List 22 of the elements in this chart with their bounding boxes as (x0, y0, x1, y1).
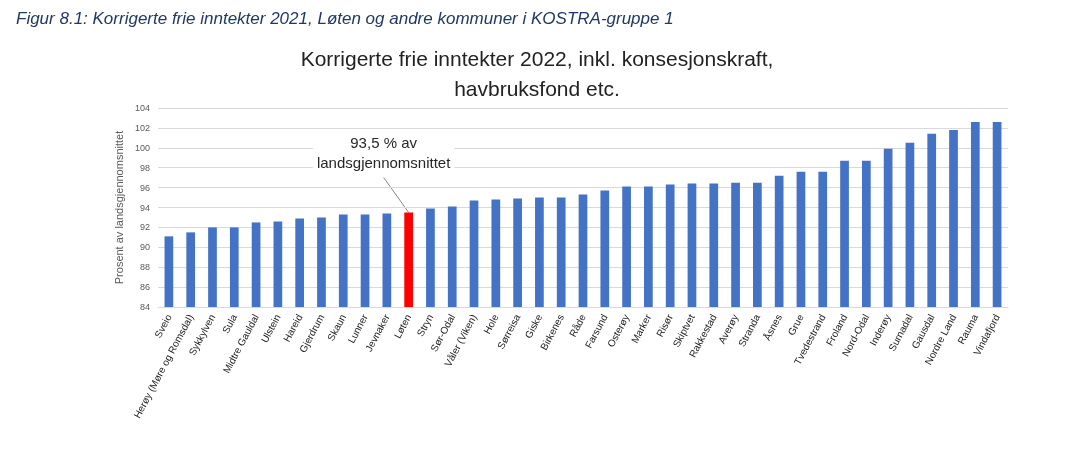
y-tick-label: 96 (139, 182, 150, 193)
y-tick-label: 104 (134, 103, 150, 113)
chart-title: Korrigerte frie inntekter 2022, inkl. konsesjonskraft, havbruksfond etc. (300, 46, 774, 100)
y-tick-label: 84 (139, 302, 150, 312)
y-tick-label: 86 (139, 282, 150, 293)
x-tick-label: Stryn (414, 312, 436, 339)
x-tick-label: Sula (220, 312, 240, 336)
x-tick-label: Risør (654, 311, 676, 339)
y-axis-title: Prosent av landsgjennomsnittet (112, 130, 125, 285)
y-tick-label: 98 (139, 162, 150, 173)
y-tick-label: 94 (139, 202, 150, 213)
x-tick-label: Løten (391, 312, 414, 341)
x-tick-label: Giske (522, 312, 545, 341)
annotation: 93,5 % av landsgjennomsnittet (316, 133, 452, 171)
y-tick-label: 90 (139, 242, 150, 253)
y-tick-label: 102 (134, 122, 150, 133)
x-tick-label: Råde (566, 312, 589, 339)
text: Figur 8.1: Korrigerte frie inntekter 2021, Løten og andre kommuner i KOSTRA-gruppe 1 (16, 9, 674, 28)
y-tick-label: 100 (134, 142, 150, 153)
x-tick-label: Hole (481, 312, 501, 336)
y-tick-label: 92 (139, 222, 150, 233)
y-tick-label: 88 (139, 262, 150, 273)
